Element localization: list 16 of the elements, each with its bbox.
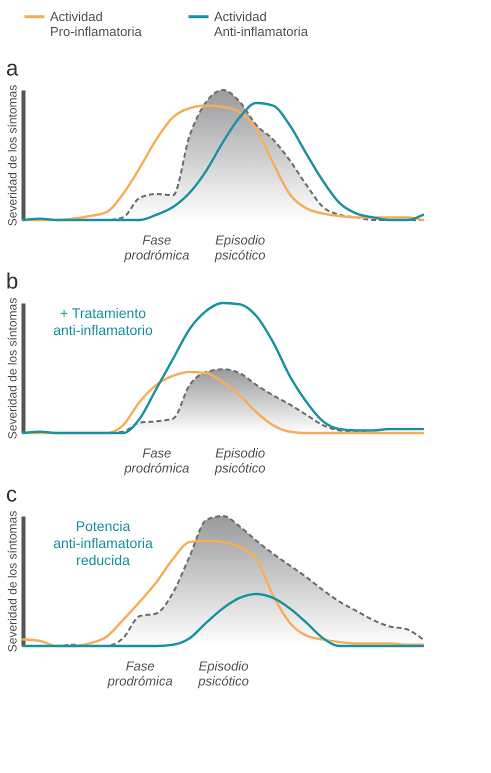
x-tick-label: Episodio psicótico [214, 446, 266, 476]
x-tick-label: Episodio psicótico [214, 232, 266, 262]
legend-label: Actividad Pro-inflamatoria [50, 8, 143, 39]
y-axis-title: Severidad de los síntomas [6, 84, 20, 226]
chart-title: b [6, 268, 18, 294]
y-axis-title: Severidad de los síntomas [6, 298, 20, 440]
legend-label: Actividad Anti-inflamatoria [214, 8, 309, 39]
x-tick-label: Fase prodrómica [106, 658, 173, 688]
annotation: + Tratamiento anti-inflamatorio [53, 305, 154, 338]
y-axis-title: Severidad de los síntomas [6, 510, 20, 652]
x-tick-label: Fase prodrómica [123, 232, 190, 262]
chart-title: a [6, 55, 19, 80]
x-tick-label: Fase prodrómica [123, 446, 190, 476]
x-tick-label: Episodio psicótico [197, 658, 249, 688]
annotation: Potencia anti-inflamatoria reducida [53, 518, 154, 568]
chart-title: c [6, 481, 17, 506]
